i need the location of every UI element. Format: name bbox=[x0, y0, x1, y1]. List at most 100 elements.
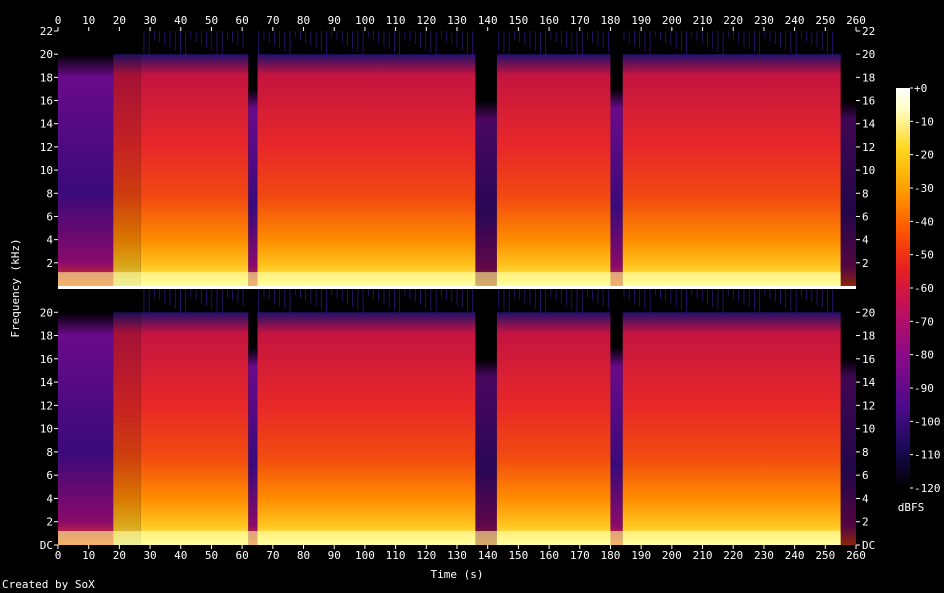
colorbar-tick-label: -10 bbox=[914, 115, 934, 128]
low-band bbox=[58, 531, 841, 545]
segment-2 bbox=[140, 312, 249, 545]
colorbar-tick-label: -120 bbox=[914, 482, 941, 495]
x-tick-label-top: 210 bbox=[693, 14, 713, 27]
x-tick-label-bottom: 110 bbox=[386, 549, 406, 562]
x-tick-label-top: 60 bbox=[236, 14, 249, 27]
colorbar-tick-label: -60 bbox=[914, 282, 934, 295]
segment-5 bbox=[475, 358, 497, 545]
colorbar-tick-label: -70 bbox=[914, 315, 934, 328]
y-tick-label-right: 8 bbox=[862, 187, 869, 200]
y-tick-label-left: 12 bbox=[40, 399, 53, 412]
x-tick-label-top: 0 bbox=[55, 14, 62, 27]
x-tick-label-top: 40 bbox=[174, 14, 187, 27]
y-tick-label-left: 18 bbox=[40, 330, 53, 343]
y-tick-label-left: 14 bbox=[40, 118, 54, 131]
y-tick-label-left: 18 bbox=[40, 71, 53, 84]
y-tick-label-right: 6 bbox=[862, 210, 869, 223]
x-tick-label-top: 170 bbox=[570, 14, 590, 27]
low-band bbox=[58, 272, 841, 286]
x-tick-label-bottom: 140 bbox=[478, 549, 498, 562]
segment-1 bbox=[113, 54, 141, 286]
x-tick-label-top: 230 bbox=[754, 14, 774, 27]
y-tick-label-left: 6 bbox=[46, 210, 53, 223]
segment-7 bbox=[610, 347, 623, 545]
colorbar-tick-label: -90 bbox=[914, 382, 934, 395]
x-tick-label-top: 30 bbox=[143, 14, 156, 27]
x-tick-label-top: 110 bbox=[386, 14, 406, 27]
y-tick-label-right: 20 bbox=[862, 306, 875, 319]
channel-panel-1 bbox=[58, 31, 856, 286]
segment-2 bbox=[140, 54, 249, 286]
y-tick-label-right: 16 bbox=[862, 353, 875, 366]
x-tick-label-top: 140 bbox=[478, 14, 498, 27]
y-tick-label-right: 20 bbox=[862, 48, 875, 61]
y-tick-label-right: 6 bbox=[862, 469, 869, 482]
y-tick-label-left: 6 bbox=[46, 469, 53, 482]
y-tick-label-left: 4 bbox=[46, 234, 53, 247]
y-tick-label-right: 8 bbox=[862, 446, 869, 459]
x-tick-label-bottom: 130 bbox=[447, 549, 467, 562]
x-tick-label-bottom: 170 bbox=[570, 549, 590, 562]
y-tick-label-left: 8 bbox=[46, 446, 53, 459]
colorbar-tick-label: -30 bbox=[914, 182, 934, 195]
y-axis-label: Frequency (kHz) bbox=[9, 238, 22, 337]
y-tick-label-left: 10 bbox=[40, 423, 53, 436]
segment-0 bbox=[58, 312, 114, 545]
x-tick-label-bottom: 150 bbox=[508, 549, 528, 562]
colorbar-tick-label: -20 bbox=[914, 149, 934, 162]
segment-3 bbox=[248, 88, 258, 286]
segment-3 bbox=[248, 347, 258, 545]
x-tick-label-top: 90 bbox=[328, 14, 341, 27]
x-tick-label-bottom: 210 bbox=[693, 549, 713, 562]
x-tick-label-top: 120 bbox=[416, 14, 436, 27]
y-tick-label-left: 4 bbox=[46, 492, 53, 505]
segment-6 bbox=[496, 312, 611, 545]
segment-4 bbox=[257, 312, 476, 545]
y-tick-label-left: 10 bbox=[40, 164, 53, 177]
y-tick-label-left: 12 bbox=[40, 141, 53, 154]
x-tick-label-bottom: 0 bbox=[55, 549, 62, 562]
y-tick-label-right: 18 bbox=[862, 71, 875, 84]
sox-credit: Created by SoX bbox=[2, 578, 95, 591]
x-tick-label-bottom: 80 bbox=[297, 549, 310, 562]
x-tick-label-bottom: 190 bbox=[631, 549, 651, 562]
y-tick-label-right: 4 bbox=[862, 234, 869, 247]
x-tick-label-bottom: 60 bbox=[236, 549, 249, 562]
x-tick-label-top: 180 bbox=[601, 14, 621, 27]
x-tick-label-bottom: 220 bbox=[723, 549, 743, 562]
colorbar-tick-label: -80 bbox=[914, 349, 934, 362]
x-tick-label-top: 80 bbox=[297, 14, 310, 27]
colorbar-tick-label: -50 bbox=[914, 249, 934, 262]
segment-8 bbox=[622, 54, 841, 286]
x-tick-label-bottom: 120 bbox=[416, 549, 436, 562]
x-tick-label-bottom: 50 bbox=[205, 549, 218, 562]
x-tick-label-top: 50 bbox=[205, 14, 218, 27]
x-tick-label-bottom: 30 bbox=[143, 549, 156, 562]
y-tick-label-right: 22 bbox=[862, 25, 875, 38]
y-tick-label-right: 16 bbox=[862, 95, 875, 108]
x-tick-label-top: 130 bbox=[447, 14, 467, 27]
x-tick-label-bottom: 250 bbox=[815, 549, 835, 562]
channel-panel-2 bbox=[58, 289, 856, 545]
y-tick-label-right: 12 bbox=[862, 141, 875, 154]
segment-9 bbox=[840, 100, 856, 286]
x-tick-label-bottom: 40 bbox=[174, 549, 187, 562]
x-tick-label-top: 190 bbox=[631, 14, 651, 27]
x-tick-label-bottom: 20 bbox=[113, 549, 126, 562]
x-tick-label-bottom: 10 bbox=[82, 549, 95, 562]
x-tick-label-bottom: 70 bbox=[266, 549, 279, 562]
y-tick-label-left: 22 bbox=[40, 25, 53, 38]
colorbar-tick-label: -100 bbox=[914, 415, 941, 428]
segment-4 bbox=[257, 54, 476, 286]
y-tick-label-left: 20 bbox=[40, 48, 53, 61]
y-tick-label-right: 10 bbox=[862, 423, 875, 436]
colorbar-tick-label: -40 bbox=[914, 215, 934, 228]
y-tick-label-right: DC bbox=[862, 539, 875, 552]
y-tick-label-right: 10 bbox=[862, 164, 875, 177]
y-tick-label-right: 14 bbox=[862, 376, 876, 389]
x-tick-label-bottom: 100 bbox=[355, 549, 375, 562]
x-tick-label-bottom: 260 bbox=[846, 549, 866, 562]
y-tick-label-left: 14 bbox=[40, 376, 54, 389]
x-tick-label-top: 220 bbox=[723, 14, 743, 27]
x-tick-label-top: 20 bbox=[113, 14, 126, 27]
